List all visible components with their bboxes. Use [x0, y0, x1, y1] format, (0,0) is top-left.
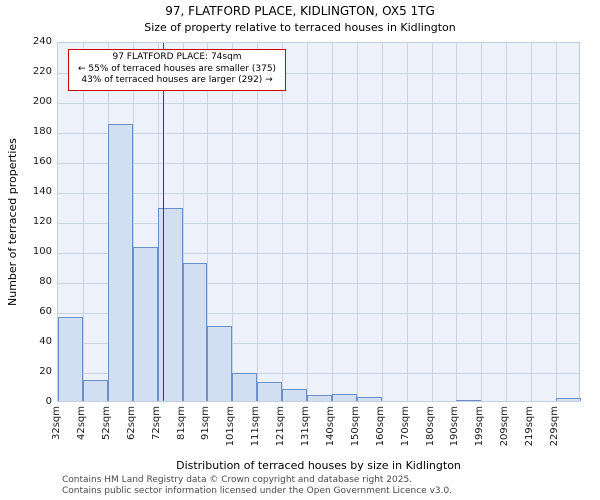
v-gridline: [331, 43, 333, 401]
histogram-bar: [132, 246, 158, 401]
v-gridline: [307, 43, 309, 401]
histogram-bar: [157, 207, 183, 401]
h-gridline: [58, 253, 579, 254]
x-tick-label: 81sqm: [175, 406, 187, 441]
x-tick-label: 62sqm: [125, 406, 137, 441]
x-tick-label: 32sqm: [51, 406, 62, 441]
histogram-bar: [207, 326, 233, 401]
x-tick-label: 219sqm: [524, 406, 536, 447]
x-tick-label: 229sqm: [549, 406, 561, 447]
x-tick-label: 160sqm: [374, 406, 386, 447]
x-tick-label: 52sqm: [100, 406, 112, 441]
y-tick-label: 220: [32, 66, 52, 77]
y-tick-label: 80: [39, 276, 52, 287]
y-tick-label: 60: [39, 306, 52, 317]
v-gridline: [381, 43, 383, 401]
v-gridline: [456, 43, 458, 401]
h-gridline: [58, 73, 579, 74]
annotation-line1: 97 FLATFORD PLACE: 74sqm: [112, 52, 242, 62]
y-tick-label: 240: [32, 36, 52, 47]
v-gridline: [406, 43, 408, 401]
v-gridline: [356, 43, 358, 401]
v-gridline: [82, 43, 84, 401]
h-gridline: [58, 373, 579, 374]
histogram-bar: [82, 380, 108, 401]
x-tick-label: 209sqm: [499, 406, 511, 447]
x-tick-label: 170sqm: [399, 406, 411, 447]
histogram-bar: [107, 123, 133, 401]
v-gridline: [506, 43, 508, 401]
y-tick-label: 20: [39, 366, 52, 377]
y-tick-label: 160: [32, 156, 52, 167]
annotation-line2: ← 55% of terraced houses are smaller (37…: [78, 63, 277, 74]
histogram-bar: [456, 399, 482, 401]
y-tick-label: 140: [32, 186, 52, 197]
y-tick-label: 100: [32, 246, 52, 257]
h-gridline: [58, 223, 579, 224]
histogram-bar: [282, 389, 308, 401]
histogram-bar: [307, 395, 332, 401]
x-tick-label: 72sqm: [150, 406, 162, 441]
marker-annotation: 97 FLATFORD PLACE: 74sqm ← 55% of terrac…: [68, 49, 287, 92]
x-tick-label: 101sqm: [225, 406, 237, 447]
x-tick-label: 140sqm: [324, 406, 336, 447]
y-tick-label: 180: [32, 126, 52, 137]
h-gridline: [58, 133, 579, 134]
y-tick-label: 40: [39, 336, 52, 347]
x-tick-label: 91sqm: [200, 406, 212, 441]
x-tick-label: 180sqm: [424, 406, 436, 447]
subject-property-marker-line: [163, 43, 165, 401]
x-tick-label: 42sqm: [75, 406, 87, 441]
plot-area: 97 FLATFORD PLACE: 74sqm ← 55% of terrac…: [57, 42, 581, 402]
x-tick-label: 150sqm: [349, 406, 361, 447]
histogram-bar: [182, 263, 208, 401]
y-tick-label: 200: [32, 96, 52, 107]
chart-title: 97, FLATFORD PLACE, KIDLINGTON, OX5 1TG: [165, 4, 435, 18]
h-gridline: [58, 163, 579, 164]
v-gridline: [232, 43, 234, 401]
h-gridline: [58, 313, 579, 314]
v-gridline: [182, 43, 184, 401]
v-gridline: [431, 43, 433, 401]
h-gridline: [58, 193, 579, 194]
v-gridline: [531, 43, 533, 401]
histogram-bar: [356, 396, 382, 401]
x-axis-label: Distribution of terraced houses by size …: [176, 459, 461, 472]
histogram-bar: [556, 398, 581, 401]
x-tick-label: 121sqm: [275, 406, 287, 447]
v-gridline: [132, 43, 134, 401]
h-gridline: [58, 103, 579, 104]
x-tick-label: 111sqm: [250, 406, 262, 447]
y-tick-label: 120: [32, 216, 52, 227]
h-gridline: [58, 343, 579, 344]
footer-attribution-2: Contains public sector information licen…: [62, 486, 453, 496]
h-gridline: [58, 283, 579, 284]
v-gridline: [481, 43, 483, 401]
footer-attribution-1: Contains HM Land Registry data © Crown c…: [62, 475, 413, 485]
x-tick-label: 199sqm: [474, 406, 486, 447]
histogram-bar: [331, 393, 357, 401]
histogram-bar: [232, 372, 258, 401]
histogram-bar: [58, 317, 83, 401]
histogram-bar: [257, 381, 283, 401]
x-tick-label: 131sqm: [300, 406, 312, 447]
v-gridline: [257, 43, 259, 401]
y-tick-label: 0: [45, 396, 52, 407]
v-gridline: [556, 43, 558, 401]
chart-subtitle: Size of property relative to terraced ho…: [144, 21, 456, 34]
x-tick-label: 190sqm: [449, 406, 461, 447]
annotation-line3: 43% of terraced houses are larger (292) …: [81, 75, 273, 86]
v-gridline: [207, 43, 209, 401]
v-gridline: [282, 43, 284, 401]
